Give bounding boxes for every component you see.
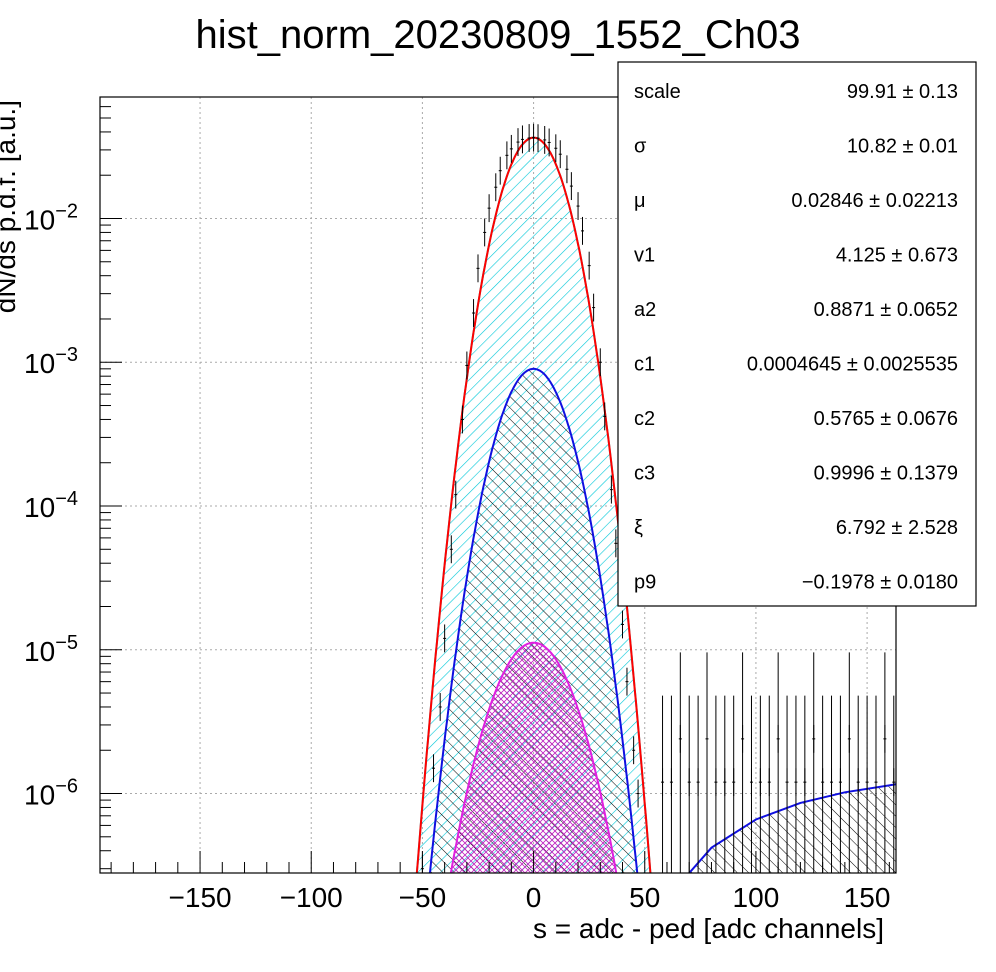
chart-title: hist_norm_20230809_1552_Ch03 xyxy=(196,13,801,57)
x-tick-label: 0 xyxy=(526,882,542,913)
y-tick-label: 10−5 xyxy=(24,632,78,667)
stats-param-value: −0.1978 ± 0.0180 xyxy=(802,572,958,594)
stats-param-name: c1 xyxy=(634,354,655,376)
stats-param-value: 0.8871 ± 0.0652 xyxy=(814,299,958,321)
x-tick-label: 150 xyxy=(844,882,891,913)
stats-param-name: μ xyxy=(634,190,646,212)
x-tick-label: −100 xyxy=(280,882,343,913)
stats-param-name: a2 xyxy=(634,299,656,321)
stats-param-value: 4.125 ± 0.673 xyxy=(836,245,958,267)
stats-param-name: c2 xyxy=(634,408,655,430)
stats-param-value: 0.0004645 ± 0.0025535 xyxy=(747,354,958,376)
stats-param-value: 10.82 ± 0.01 xyxy=(847,136,958,158)
stats-param-name: scale xyxy=(634,81,681,103)
axis-ticks: −150 −100 −50 0 50 100 150 10−2 10−3 10−4 10−5 10−6 xyxy=(24,96,891,913)
x-axis-label: s = adc - ped [adc channels] xyxy=(533,913,884,944)
y-tick-label: 10−4 xyxy=(24,488,78,523)
series-line xyxy=(449,641,618,873)
stats-param-value: 0.9996 ± 0.1379 xyxy=(814,463,958,485)
x-tick-label: −50 xyxy=(399,882,447,913)
stats-param-value: 6.792 ± 2.528 xyxy=(836,517,958,539)
stats-param-value: 0.02846 ± 0.02213 xyxy=(791,190,958,212)
y-tick-label: 10−6 xyxy=(24,776,78,811)
stats-param-name: v1 xyxy=(634,245,655,267)
x-tick-label: 50 xyxy=(629,882,660,913)
series-fill xyxy=(689,784,896,873)
fit-stats-box: scale 99.91 ± 0.13 σ 10.82 ± 0.01 μ 0.02846 ±… xyxy=(617,61,977,607)
x-tick-label: 100 xyxy=(733,882,780,913)
stats-param-value: 99.91 ± 0.13 xyxy=(847,81,958,103)
stats-param-value: 0.5765 ± 0.0676 xyxy=(814,408,958,430)
data-points xyxy=(420,123,896,873)
x-tick-label: −150 xyxy=(169,882,232,913)
y-axis-label: dN/ds p.d.f. [a.u.] xyxy=(0,100,21,313)
stats-param-name: σ xyxy=(634,136,647,158)
stats-box-frame xyxy=(617,61,977,607)
stats-param-name: p9 xyxy=(634,572,656,594)
stats-param-name: ξ xyxy=(634,517,643,539)
y-tick-label: 10−2 xyxy=(24,200,78,235)
series-line xyxy=(428,367,639,873)
y-tick-label: 10−3 xyxy=(24,344,78,379)
stats-param-name: c3 xyxy=(634,463,655,485)
